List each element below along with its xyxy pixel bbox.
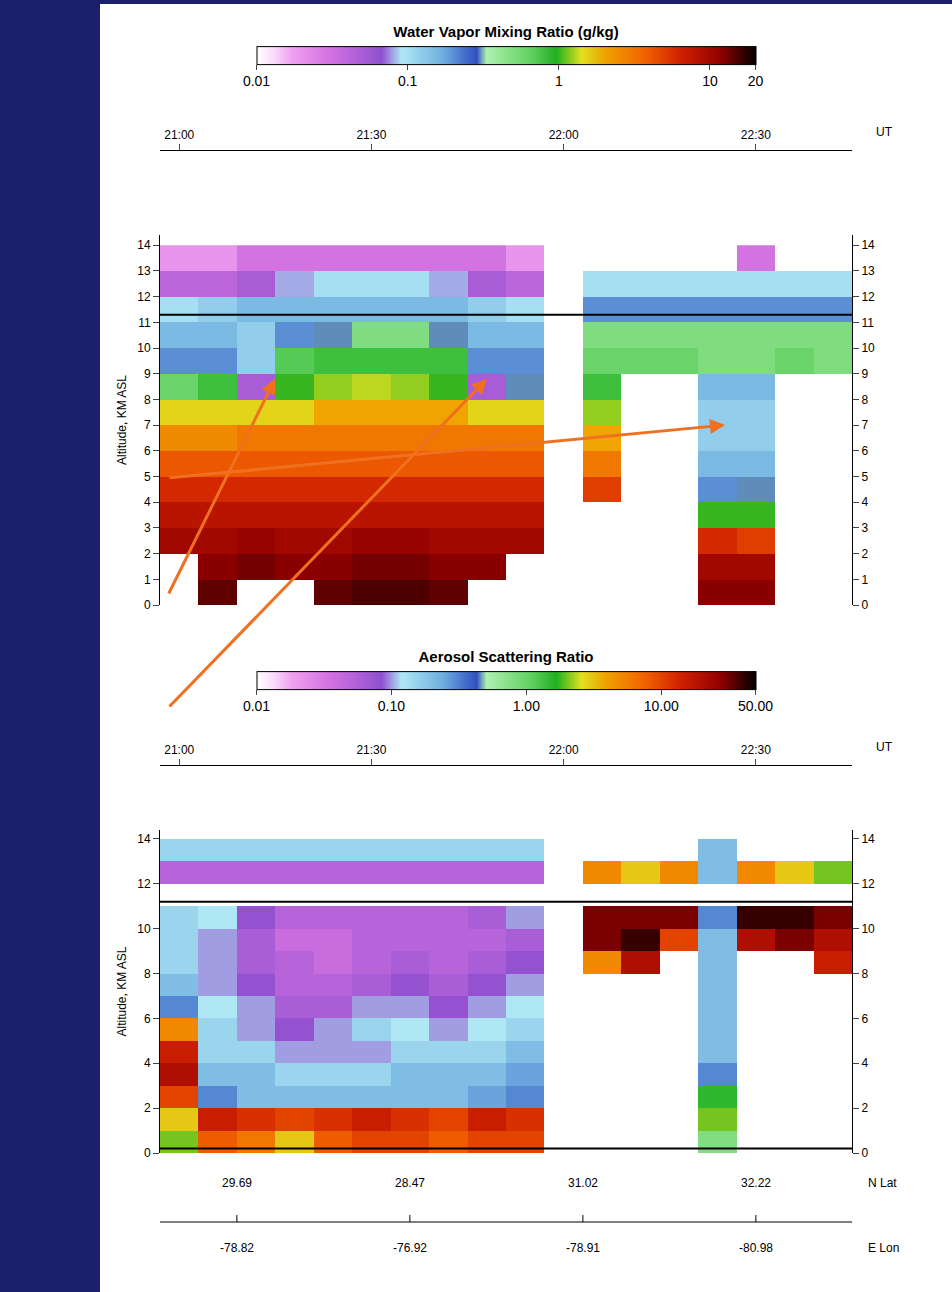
svg-text:32.22: 32.22 [741, 1176, 771, 1190]
svg-text:13: 13 [861, 264, 875, 278]
svg-text:1: 1 [861, 573, 868, 587]
svg-text:21:30: 21:30 [356, 128, 386, 142]
svg-text:8: 8 [144, 967, 151, 981]
svg-text:0.01: 0.01 [243, 698, 270, 714]
svg-text:2: 2 [861, 547, 868, 561]
svg-text:Aerosol Scattering Ratio: Aerosol Scattering Ratio [418, 648, 593, 665]
svg-text:21:00: 21:00 [164, 128, 194, 142]
svg-text:12: 12 [137, 877, 151, 891]
svg-text:0: 0 [144, 598, 151, 612]
svg-text:3: 3 [144, 521, 151, 535]
svg-text:N Lat: N Lat [868, 1176, 897, 1190]
svg-text:7: 7 [144, 418, 151, 432]
svg-text:4: 4 [144, 495, 151, 509]
svg-text:Water Vapor Mixing Ratio (g/kg: Water Vapor Mixing Ratio (g/kg) [393, 23, 618, 40]
svg-text:4: 4 [861, 1056, 868, 1070]
svg-text:10: 10 [137, 922, 151, 936]
svg-text:22:00: 22:00 [549, 128, 579, 142]
svg-text:28.47: 28.47 [395, 1176, 425, 1190]
svg-text:0: 0 [861, 1146, 868, 1160]
svg-text:UT: UT [876, 125, 893, 139]
svg-text:0.10: 0.10 [378, 698, 405, 714]
svg-text:9: 9 [861, 367, 868, 381]
svg-text:5: 5 [144, 470, 151, 484]
svg-text:-78.82: -78.82 [220, 1241, 254, 1255]
svg-text:Altitude, KM ASL: Altitude, KM ASL [115, 375, 129, 465]
svg-text:8: 8 [861, 967, 868, 981]
svg-text:11: 11 [138, 316, 151, 330]
svg-text:14: 14 [861, 238, 875, 252]
svg-text:6: 6 [144, 1012, 151, 1026]
svg-text:12: 12 [137, 290, 151, 304]
svg-text:22:30: 22:30 [741, 743, 771, 757]
svg-text:10: 10 [702, 73, 718, 89]
svg-text:1: 1 [144, 573, 151, 587]
svg-text:6: 6 [144, 444, 151, 458]
svg-text:21:30: 21:30 [356, 743, 386, 757]
svg-text:14: 14 [861, 832, 875, 846]
svg-text:29.69: 29.69 [222, 1176, 252, 1190]
svg-text:9: 9 [144, 367, 151, 381]
svg-text:12: 12 [861, 877, 875, 891]
svg-text:Altitude, KM ASL: Altitude, KM ASL [115, 946, 129, 1036]
svg-text:10.00: 10.00 [644, 698, 679, 714]
svg-text:2: 2 [144, 547, 151, 561]
svg-text:5: 5 [861, 470, 868, 484]
svg-text:11: 11 [861, 316, 874, 330]
svg-text:0: 0 [861, 598, 868, 612]
svg-text:14: 14 [137, 832, 151, 846]
svg-text:1: 1 [555, 73, 563, 89]
svg-text:13: 13 [137, 264, 151, 278]
svg-text:22:30: 22:30 [741, 128, 771, 142]
svg-text:50.00: 50.00 [738, 698, 773, 714]
svg-text:UT: UT [876, 740, 893, 754]
svg-text:-76.92: -76.92 [393, 1241, 427, 1255]
svg-text:10: 10 [137, 341, 151, 355]
svg-text:0.1: 0.1 [398, 73, 418, 89]
svg-text:-78.91: -78.91 [566, 1241, 600, 1255]
svg-text:0: 0 [144, 1146, 151, 1160]
svg-text:2: 2 [144, 1101, 151, 1115]
svg-text:0.01: 0.01 [243, 73, 270, 89]
svg-text:14: 14 [137, 238, 151, 252]
svg-text:6: 6 [861, 444, 868, 458]
svg-text:1.00: 1.00 [513, 698, 540, 714]
svg-text:10: 10 [861, 922, 875, 936]
svg-text:-80.98: -80.98 [739, 1241, 773, 1255]
svg-text:31.02: 31.02 [568, 1176, 598, 1190]
svg-text:E Lon: E Lon [868, 1241, 899, 1255]
svg-text:8: 8 [861, 393, 868, 407]
svg-text:8: 8 [144, 393, 151, 407]
svg-text:2: 2 [861, 1101, 868, 1115]
svg-text:3: 3 [861, 521, 868, 535]
svg-text:10: 10 [861, 341, 875, 355]
svg-text:20: 20 [748, 73, 764, 89]
svg-text:4: 4 [861, 495, 868, 509]
svg-text:7: 7 [861, 418, 868, 432]
svg-text:4: 4 [144, 1056, 151, 1070]
svg-text:21:00: 21:00 [164, 743, 194, 757]
svg-text:22:00: 22:00 [549, 743, 579, 757]
svg-text:6: 6 [861, 1012, 868, 1026]
svg-text:12: 12 [861, 290, 875, 304]
